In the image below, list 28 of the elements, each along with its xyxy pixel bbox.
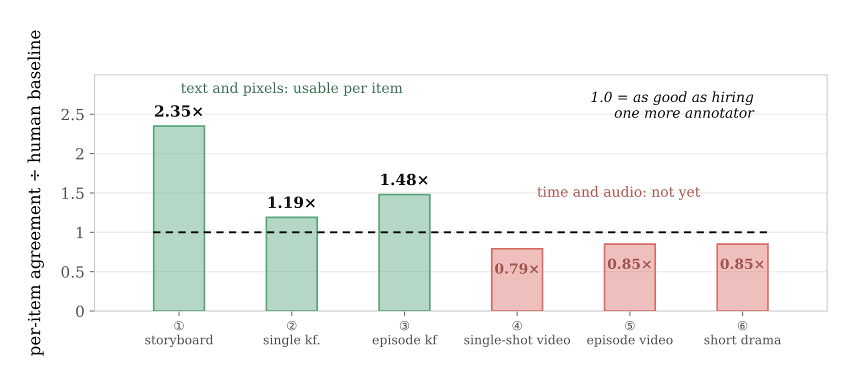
y-tick-label: 2 [76, 148, 84, 160]
y-tick-label: 1.5 [62, 187, 84, 199]
y-tick-label: 0.5 [62, 266, 84, 278]
bar [490, 248, 544, 312]
bar [604, 243, 656, 312]
bar [716, 243, 769, 312]
x-tick-label: ② single kf. [264, 321, 320, 348]
data-label: 2.35× [155, 105, 202, 117]
bar [152, 125, 206, 312]
y-tick-label: 1 [76, 226, 83, 238]
y-axis-title: per-item agreement ÷ human baseline [27, 30, 44, 356]
y-tick-label: 2.5 [62, 108, 84, 120]
data-label: 1.19× [268, 196, 315, 208]
x-tick-label: ⑤ episode video [587, 321, 673, 347]
data-label: 0.85× [720, 258, 764, 270]
annotation: time and audio: not yet [537, 186, 700, 200]
data-label: 1.48× [381, 174, 428, 186]
bar [378, 194, 431, 312]
annotation: 1.0 = as good as hiring one more annotator [591, 91, 755, 118]
y-tick-label: 0 [76, 306, 84, 318]
x-tick-label: ① storyboard [145, 321, 214, 348]
x-tick-label: ⑥ short drama [704, 321, 782, 344]
data-label: 0.79× [495, 263, 538, 274]
x-tick-label: ④ single-shot video [464, 321, 570, 348]
data-label: 0.85× [608, 258, 651, 270]
annotation: text and pixels: usable per item [181, 82, 402, 96]
x-tick-label: ③ episode kf [372, 321, 438, 347]
bar [266, 216, 318, 312]
